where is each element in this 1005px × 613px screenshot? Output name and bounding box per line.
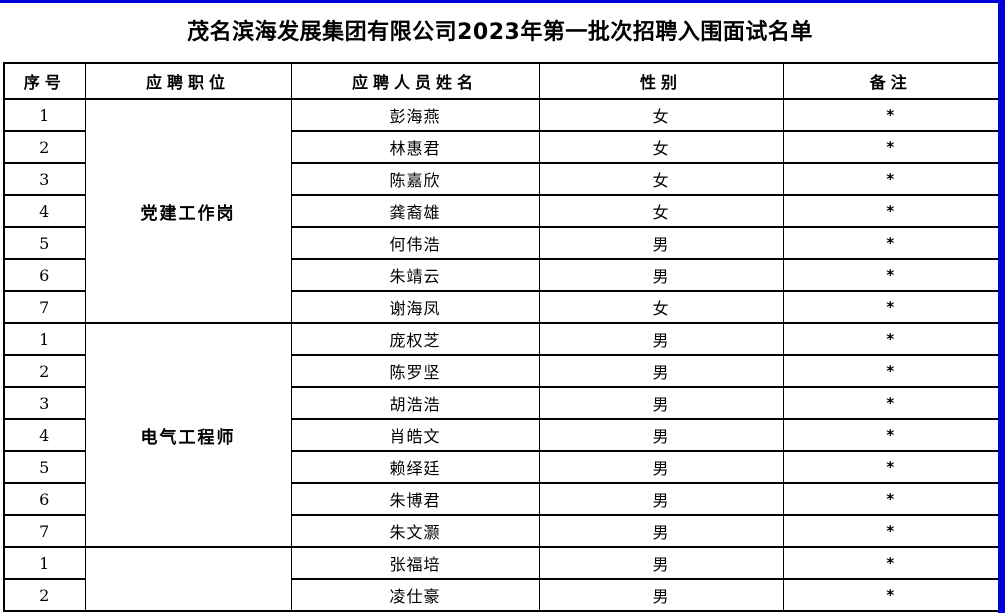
- interview-roster-table: 序号 应聘职位 应聘人员姓名 性别 备注 1 党建工作岗 彭海燕女 * 2 林惠君女 * 3 陈…: [3, 62, 1000, 612]
- name-cell: 赖绎廷: [290, 450, 540, 484]
- table-row: 7 朱文灏男 *: [3, 514, 1000, 548]
- table-row: 4 肖皓文男 *: [3, 418, 1000, 452]
- serial-cell: 5: [3, 450, 86, 484]
- gender-cell: 男: [538, 386, 784, 420]
- gender-cell: 女: [538, 98, 784, 132]
- table-row: 2 凌仕豪男 *: [3, 578, 1000, 612]
- name-cell: 陈嘉欣: [290, 162, 540, 196]
- header-name: 应聘人员姓名: [290, 62, 540, 100]
- name-cell: 谢海凤: [290, 290, 540, 324]
- note-cell: *: [782, 290, 1000, 324]
- gender-cell: 男: [538, 354, 784, 388]
- gender-cell: 男: [538, 578, 784, 612]
- serial-cell: 6: [3, 258, 86, 292]
- note-cell: *: [782, 130, 1000, 164]
- table-header-row: 序号 应聘职位 应聘人员姓名 性别 备注: [3, 62, 1000, 100]
- window-border-top: [0, 0, 1005, 3]
- table-row: 2 林惠君女 *: [3, 130, 1000, 164]
- table-row: 4 龚裔雄女 *: [3, 194, 1000, 228]
- note-cell: *: [782, 578, 1000, 612]
- note-cell: *: [782, 450, 1000, 484]
- note-cell: *: [782, 354, 1000, 388]
- gender-cell: 男: [538, 418, 784, 452]
- name-cell: 张福培: [290, 546, 540, 580]
- name-cell: 朱博君: [290, 482, 540, 516]
- note-cell: *: [782, 482, 1000, 516]
- note-cell: *: [782, 514, 1000, 548]
- serial-cell: 1: [3, 546, 86, 580]
- note-cell: *: [782, 386, 1000, 420]
- header-serial: 序号: [3, 62, 86, 100]
- serial-cell: 1: [3, 322, 86, 356]
- header-position: 应聘职位: [84, 62, 292, 100]
- position-cell: 党建工作岗: [84, 98, 292, 324]
- serial-cell: 1: [3, 98, 86, 132]
- table-row: 3 胡浩浩男 *: [3, 386, 1000, 420]
- serial-cell: 4: [3, 194, 86, 228]
- gender-cell: 男: [538, 322, 784, 356]
- table-row: 2 陈罗坚男 *: [3, 354, 1000, 388]
- page-title: 茂名滨海发展集团有限公司2023年第一批次招聘入围面试名单: [187, 20, 813, 45]
- name-cell: 朱文灏: [290, 514, 540, 548]
- table-row: 7 谢海凤女 *: [3, 290, 1000, 324]
- table-row: 6 朱靖云男 *: [3, 258, 1000, 292]
- table-row: 1 电气工程师 庞权芝男 *: [3, 322, 1000, 548]
- gender-cell: 女: [538, 130, 784, 164]
- gender-cell: 男: [538, 514, 784, 548]
- note-cell: *: [782, 226, 1000, 260]
- serial-cell: 3: [3, 162, 86, 196]
- gender-cell: 男: [538, 546, 784, 580]
- note-cell: *: [782, 418, 1000, 452]
- name-cell: 肖皓文: [290, 418, 540, 452]
- name-cell: 龚裔雄: [290, 194, 540, 228]
- window-border-right: [998, 0, 1005, 613]
- position-cell: 电气工程师: [84, 322, 292, 548]
- gender-cell: 女: [538, 162, 784, 196]
- table-body: 1 党建工作岗 彭海燕女 * 2 林惠君女 * 3 陈嘉欣女 * 4 龚裔雄女 * 5 何伟浩男 * 6 朱靖云男…: [3, 98, 1000, 612]
- name-cell: 陈罗坚: [290, 354, 540, 388]
- serial-cell: 6: [3, 482, 86, 516]
- table-row: 1 党建工作岗 彭海燕女 *: [3, 98, 1000, 324]
- note-cell: *: [782, 194, 1000, 228]
- serial-cell: 2: [3, 354, 86, 388]
- table-row: 6 朱博君男 *: [3, 482, 1000, 516]
- note-cell: *: [782, 98, 1000, 132]
- gender-cell: 男: [538, 258, 784, 292]
- note-cell: *: [782, 546, 1000, 580]
- gender-cell: 男: [538, 482, 784, 516]
- name-cell: 何伟浩: [290, 226, 540, 260]
- name-cell: 林惠君: [290, 130, 540, 164]
- name-cell: 庞权芝: [290, 322, 540, 356]
- serial-cell: 2: [3, 578, 86, 612]
- serial-cell: 5: [3, 226, 86, 260]
- serial-cell: 4: [3, 418, 86, 452]
- table-row: 5 何伟浩男 *: [3, 226, 1000, 260]
- name-cell: 朱靖云: [290, 258, 540, 292]
- serial-cell: 2: [3, 130, 86, 164]
- gender-cell: 女: [538, 194, 784, 228]
- gender-cell: 男: [538, 226, 784, 260]
- gender-cell: 女: [538, 290, 784, 324]
- gender-cell: 男: [538, 450, 784, 484]
- name-cell: 彭海燕: [290, 98, 540, 132]
- note-cell: *: [782, 322, 1000, 356]
- table-row: 5 赖绎廷男 *: [3, 450, 1000, 484]
- serial-cell: 7: [3, 290, 86, 324]
- serial-cell: 3: [3, 386, 86, 420]
- serial-cell: 7: [3, 514, 86, 548]
- note-cell: *: [782, 258, 1000, 292]
- table-row: 3 陈嘉欣女 *: [3, 162, 1000, 196]
- name-cell: 胡浩浩: [290, 386, 540, 420]
- table-row: 1 张福培男 *: [3, 546, 1000, 612]
- note-cell: *: [782, 162, 1000, 196]
- header-gender: 性别: [538, 62, 784, 100]
- position-cell: [84, 546, 292, 612]
- name-cell: 凌仕豪: [290, 578, 540, 612]
- header-note: 备注: [782, 62, 1000, 100]
